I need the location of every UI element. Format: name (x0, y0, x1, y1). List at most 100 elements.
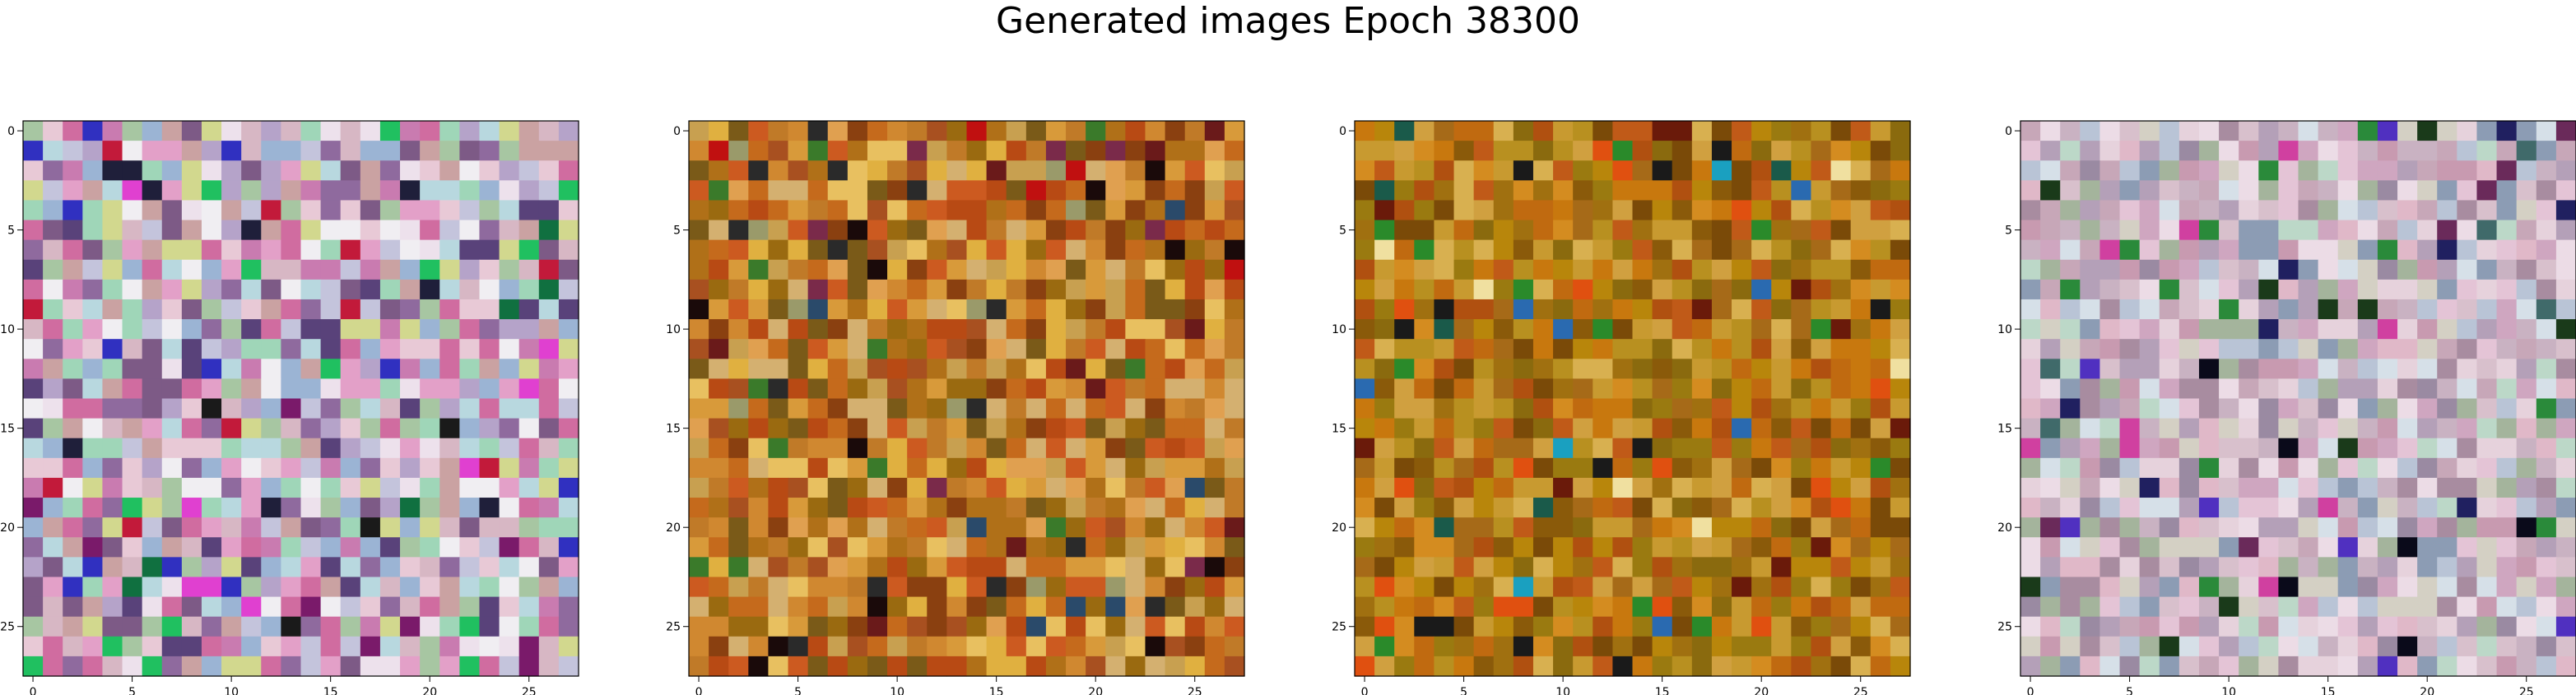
pixel-cell (2040, 200, 2061, 220)
x-tick-label: 0 (695, 686, 703, 695)
pixel-cell (2179, 299, 2200, 320)
pixel-cell (321, 557, 342, 577)
pixel-cell (927, 597, 947, 618)
pixel-cell (1165, 160, 1186, 181)
pixel-cell (2338, 517, 2359, 538)
pixel-cell (301, 240, 322, 261)
pixel-cell (2378, 458, 2398, 479)
pixel-cell (1434, 458, 1454, 479)
pixel-cell (2397, 537, 2418, 558)
pixel-cell (2417, 458, 2438, 479)
pixel-cell (102, 339, 123, 359)
pixel-cell (2219, 280, 2239, 300)
pixel-cell (1105, 617, 1126, 637)
pixel-cell (2417, 517, 2438, 538)
pixel-cell (1771, 498, 1792, 518)
pixel-cell (1890, 438, 1911, 459)
pixel-cell (2239, 240, 2259, 261)
pixel-cell (221, 498, 242, 518)
pixel-cell (43, 517, 63, 538)
pixel-cell (1672, 419, 1693, 439)
pixel-cell (261, 121, 281, 141)
pixel-cell (519, 617, 540, 637)
pixel-cell (102, 438, 123, 459)
pixel-cell (2140, 180, 2160, 201)
pixel-cell (1593, 557, 1613, 577)
pixel-cell (1026, 438, 1047, 459)
pixel-cell (1454, 577, 1475, 597)
pixel-cell (1355, 557, 1375, 577)
pixel-grid (689, 121, 1245, 677)
pixel-cell (1672, 637, 1693, 657)
pixel-cell (2457, 438, 2477, 459)
pixel-cell (1355, 299, 1375, 320)
pixel-cell (1514, 656, 1534, 677)
pixel-cell (2437, 260, 2457, 280)
pixel-cell (500, 498, 520, 518)
pixel-cell (1414, 656, 1434, 677)
pixel-cell (162, 517, 183, 538)
pixel-cell (907, 160, 928, 181)
pixel-cell (301, 577, 322, 597)
pixel-cell (1105, 280, 1126, 300)
pixel-cell (1791, 637, 1811, 657)
pixel-cell (1692, 438, 1713, 459)
pixel-cell (828, 656, 849, 677)
pixel-cell (1771, 537, 1792, 558)
pixel-cell (1225, 319, 1245, 340)
pixel-cell (2140, 378, 2160, 399)
pixel-cell (1791, 160, 1811, 181)
pixel-cell (1751, 160, 1772, 181)
pixel-cell (1593, 617, 1613, 637)
pixel-cell (2219, 141, 2239, 161)
pixel-cell (1454, 378, 1475, 399)
pixel-cell (1751, 339, 1772, 359)
pixel-cell (828, 180, 849, 201)
pixel-cell (1692, 359, 1713, 379)
pixel-cell (927, 378, 947, 399)
pixel-cell (2020, 240, 2041, 261)
pixel-cell (2457, 517, 2477, 538)
pixel-cell (1514, 319, 1534, 340)
pixel-cell (1553, 458, 1574, 479)
pixel-cell (1751, 359, 1772, 379)
pixel-cell (1732, 498, 1752, 518)
pixel-cell (1890, 378, 1911, 399)
pixel-cell (1593, 419, 1613, 439)
pixel-cell (500, 478, 520, 498)
pixel-cell (360, 517, 381, 538)
pixel-cell (43, 319, 63, 340)
pixel-cell (2417, 280, 2438, 300)
pixel-cell (400, 260, 421, 280)
pixel-cell (1851, 517, 1872, 538)
pixel-cell (1612, 220, 1633, 241)
pixel-cell (1125, 399, 1146, 419)
pixel-cell (2476, 280, 2497, 300)
pixel-cell (1355, 458, 1375, 479)
pixel-cell (1851, 121, 1872, 141)
pixel-cell (479, 180, 500, 201)
pixel-cell (1871, 617, 1891, 637)
pixel-cell (2120, 458, 2141, 479)
pixel-cell (539, 280, 560, 300)
pixel-cell (788, 180, 809, 201)
pixel-cell (2020, 141, 2041, 161)
pixel-cell (1573, 617, 1593, 637)
pixel-cell (2060, 517, 2081, 538)
x-tick-label: 25 (522, 686, 537, 695)
pixel-cell (2437, 438, 2457, 459)
pixel-cell (2417, 378, 2438, 399)
pixel-cell (23, 557, 44, 577)
pixel-cell (380, 280, 401, 300)
pixel-cell (241, 597, 262, 618)
pixel-cell (380, 458, 401, 479)
pixel-cell (1494, 517, 1514, 538)
pixel-cell (1046, 458, 1067, 479)
pixel-cell (63, 359, 83, 379)
pixel-cell (459, 438, 480, 459)
pixel-cell (946, 220, 967, 241)
pixel-cell (1791, 220, 1811, 241)
pixel-cell (1712, 160, 1732, 181)
pixel-cell (1871, 319, 1891, 340)
pixel-cell (946, 359, 967, 379)
